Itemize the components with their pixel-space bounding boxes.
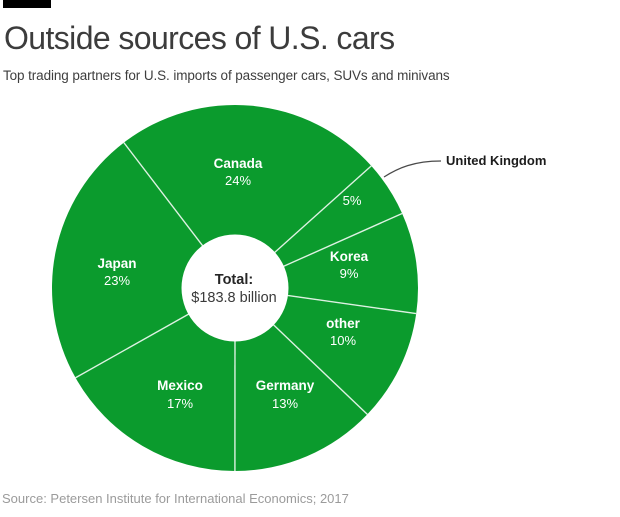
slice-mexico [75, 314, 235, 471]
slice-pct-japan: 23% [104, 273, 130, 288]
slice-pct-korea: 9% [340, 266, 359, 281]
slice-pct-canada: 24% [225, 173, 251, 188]
brand-bar [3, 0, 51, 8]
slice-korea [283, 213, 419, 314]
slice-dividers [75, 142, 417, 472]
donut-slices [52, 104, 419, 471]
slice-canada [123, 104, 372, 253]
slice-divider [75, 313, 190, 379]
callout-label-united-kingdom: United Kingdom [446, 153, 546, 168]
slice-pct-united-kingdom: 5% [343, 193, 362, 208]
slice-label-mexico: Mexico [157, 378, 203, 393]
slice-divider [287, 294, 417, 315]
source-attribution: Source: Petersen Institute for Internati… [2, 491, 349, 506]
slice-label-japan: Japan [97, 256, 136, 271]
slice-other [273, 295, 417, 415]
slice-label-korea: Korea [330, 249, 369, 264]
donut-center-total-label: Total: [215, 272, 253, 288]
callouts: United Kingdom [383, 153, 546, 178]
slice-divider [274, 165, 372, 254]
callout-leader-line [383, 160, 442, 178]
slice-labels: Canada 24% 5% Korea 9% other 10% Germany 13% Mexi… [97, 156, 368, 411]
donut-center-total-value: $183.8 billion [191, 290, 276, 306]
page-subtitle: Top trading partners for U.S. imports of… [3, 68, 450, 83]
slice-germany [234, 324, 368, 471]
slice-label-germany: Germany [256, 378, 315, 393]
slice-divider [283, 212, 403, 268]
slice-pct-germany: 13% [272, 396, 298, 411]
slice-japan [52, 142, 203, 378]
slice-divider [272, 324, 368, 415]
slice-divider [123, 142, 204, 247]
slice-pct-other: 10% [330, 333, 356, 348]
slice-pct-mexico: 17% [167, 396, 193, 411]
donut-hole [181, 234, 289, 342]
slice-united-kingdom [274, 165, 403, 267]
page-title: Outside sources of U.S. cars [4, 20, 395, 56]
slice-label-canada: Canada [214, 156, 263, 171]
slice-label-other: other [326, 316, 360, 331]
